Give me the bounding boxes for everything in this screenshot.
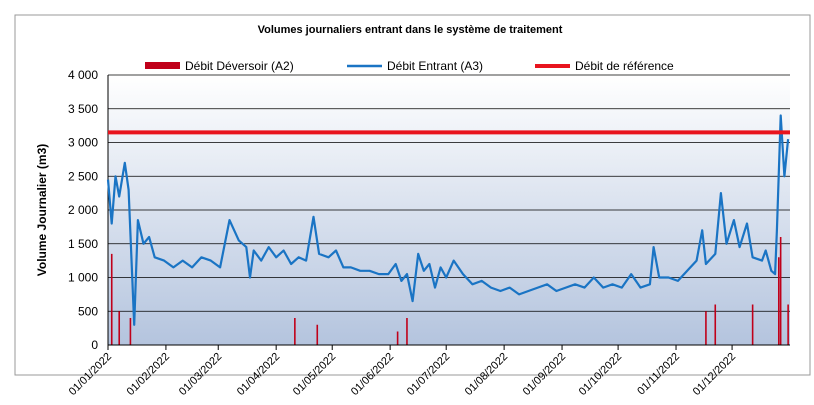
overflow-bar	[705, 311, 707, 345]
legend-label: Débit Entrant (A3)	[387, 59, 483, 73]
overflow-bar	[751, 304, 754, 345]
overflow-bar	[779, 237, 782, 345]
y-tick-label: 2 000	[68, 203, 98, 217]
y-tick-label: 3 000	[68, 136, 98, 150]
y-tick-label: 1 500	[68, 237, 98, 251]
legend-box	[140, 58, 700, 74]
y-tick-label: 500	[78, 304, 98, 318]
chart-title: Volumes journaliers entrant dans le syst…	[258, 24, 563, 36]
overflow-bar	[777, 257, 780, 345]
overflow-bar	[129, 318, 132, 345]
y-axis-label: Volume Journalier (m3)	[35, 144, 49, 276]
legend-swatch	[145, 62, 180, 69]
y-tick-label: 1 000	[68, 271, 98, 285]
overflow-bar	[406, 318, 408, 345]
y-tick-label: 4 000	[68, 68, 98, 82]
legend-label: Débit de référence	[575, 59, 674, 73]
inflow-line	[106, 114, 790, 326]
y-tick-label: 2 500	[68, 169, 98, 183]
overflow-bar	[714, 304, 717, 345]
overflow-bar	[316, 324, 319, 345]
overflow-bar	[118, 311, 121, 345]
legend-label: Débit Déversoir (A2)	[185, 59, 294, 73]
overflow-bar	[110, 253, 113, 345]
y-tick-label: 3 500	[68, 102, 98, 116]
y-tick-label: 0	[91, 338, 98, 352]
overflow-bar	[396, 331, 399, 345]
overflow-bar	[294, 318, 296, 345]
overflow-bar	[787, 304, 789, 345]
